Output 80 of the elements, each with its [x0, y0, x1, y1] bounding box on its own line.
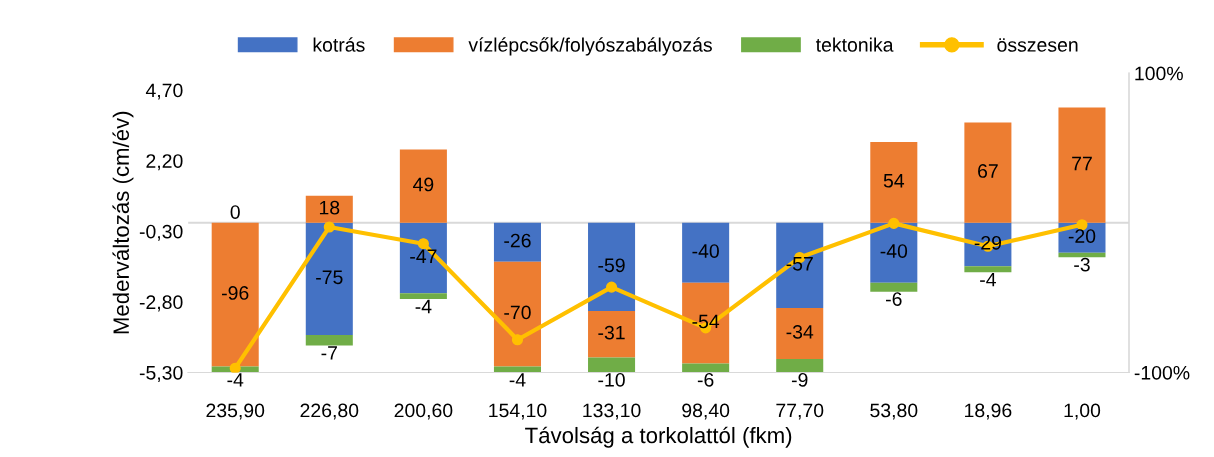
x-tick-label: 1,00 [1064, 403, 1101, 420]
point [229, 362, 241, 373]
legend-label: vízlépcsők/folyószabályozás [468, 37, 712, 56]
legend-label: összesen [997, 38, 1078, 52]
data-label: -4 [509, 373, 526, 387]
data-label: 18 [319, 200, 340, 215]
bar [964, 266, 1012, 273]
data-label: -20 [1068, 229, 1096, 243]
y-tick-label: -2,80 [139, 295, 183, 312]
bar [493, 366, 541, 373]
data-label: -34 [786, 324, 814, 339]
bar [399, 293, 447, 300]
point [417, 238, 429, 250]
point [888, 217, 900, 229]
data-label: -40 [880, 244, 908, 258]
bar [305, 222, 353, 336]
legend-label: tektonika [815, 37, 894, 52]
x-tick-label: 18,96 [965, 403, 1012, 420]
data-label: 67 [978, 164, 998, 178]
bar [870, 282, 918, 292]
legend-label: kotrás [313, 37, 365, 52]
y2-tick-label: -100% [1134, 365, 1190, 380]
bar [776, 308, 824, 359]
bar [305, 335, 353, 346]
point [605, 281, 618, 293]
data-label: -70 [504, 305, 531, 320]
data-label: -40 [692, 244, 719, 258]
data-label: -10 [598, 372, 625, 387]
x-axis-title: Távolság a torkolattól (fkm) [525, 426, 792, 448]
bar [305, 195, 353, 223]
data-label: -3 [1074, 257, 1090, 272]
data-label: -4 [415, 299, 432, 314]
data-label: -31 [598, 325, 625, 340]
data-label: 49 [413, 177, 434, 192]
bar [964, 122, 1012, 223]
data-label: 54 [883, 174, 905, 188]
bar [493, 222, 541, 262]
x-tick-label: 133,10 [583, 403, 641, 420]
bar [776, 222, 824, 309]
bar [588, 311, 636, 358]
x-tick-label: 235,90 [206, 403, 265, 420]
data-label: -4 [980, 272, 996, 287]
data-label: 77 [1072, 156, 1092, 171]
data-label: -6 [697, 372, 714, 387]
y-tick-label: 2,20 [146, 154, 183, 171]
data-label: -4 [227, 373, 244, 387]
x-tick-label: 226,80 [300, 403, 359, 420]
bar [870, 141, 918, 223]
bar [776, 358, 824, 373]
y-tick-label: -0,30 [139, 224, 183, 241]
data-label: -96 [222, 286, 249, 300]
point [323, 221, 335, 233]
x-tick-label: 200,60 [394, 403, 453, 420]
data-label: -9 [791, 372, 808, 387]
data-label: -75 [316, 270, 343, 285]
y2-tick-label: 100% [1135, 66, 1183, 81]
y-tick-label: -5,30 [139, 365, 183, 382]
x-tick-label: 98,40 [682, 403, 730, 420]
bar [682, 282, 730, 364]
bar [682, 363, 730, 373]
bar [588, 222, 636, 312]
bar [493, 261, 541, 367]
x-tick-label: 154,10 [489, 403, 547, 420]
data-label: 0 [230, 205, 240, 219]
bar [682, 222, 730, 283]
data-label: -6 [886, 292, 902, 306]
bar [588, 357, 636, 373]
x-tick-label: 77,70 [776, 403, 824, 420]
data-label: -54 [692, 314, 720, 329]
data-label: -26 [504, 233, 531, 248]
bar [1058, 107, 1106, 223]
y-axis-title: Mederváltozás (cm/év) [112, 111, 134, 334]
bar [399, 149, 447, 223]
bar [399, 222, 447, 294]
point [511, 334, 524, 346]
y-tick-label: 4,70 [145, 83, 183, 100]
bar [211, 222, 259, 367]
data-label: -7 [321, 346, 337, 360]
x-tick-label: 53,80 [870, 403, 918, 420]
data-label: -59 [598, 258, 625, 273]
